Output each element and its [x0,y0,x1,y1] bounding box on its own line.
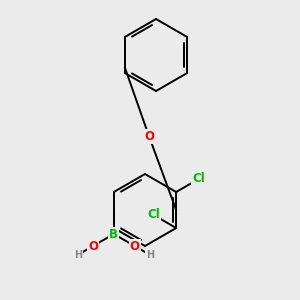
Text: Cl: Cl [192,172,205,185]
Text: O: O [144,130,154,143]
Text: Cl: Cl [147,208,160,221]
Text: O: O [88,239,98,253]
Text: H: H [74,250,82,260]
Text: B: B [109,227,118,241]
Text: O: O [130,239,140,253]
Text: H: H [146,250,154,260]
